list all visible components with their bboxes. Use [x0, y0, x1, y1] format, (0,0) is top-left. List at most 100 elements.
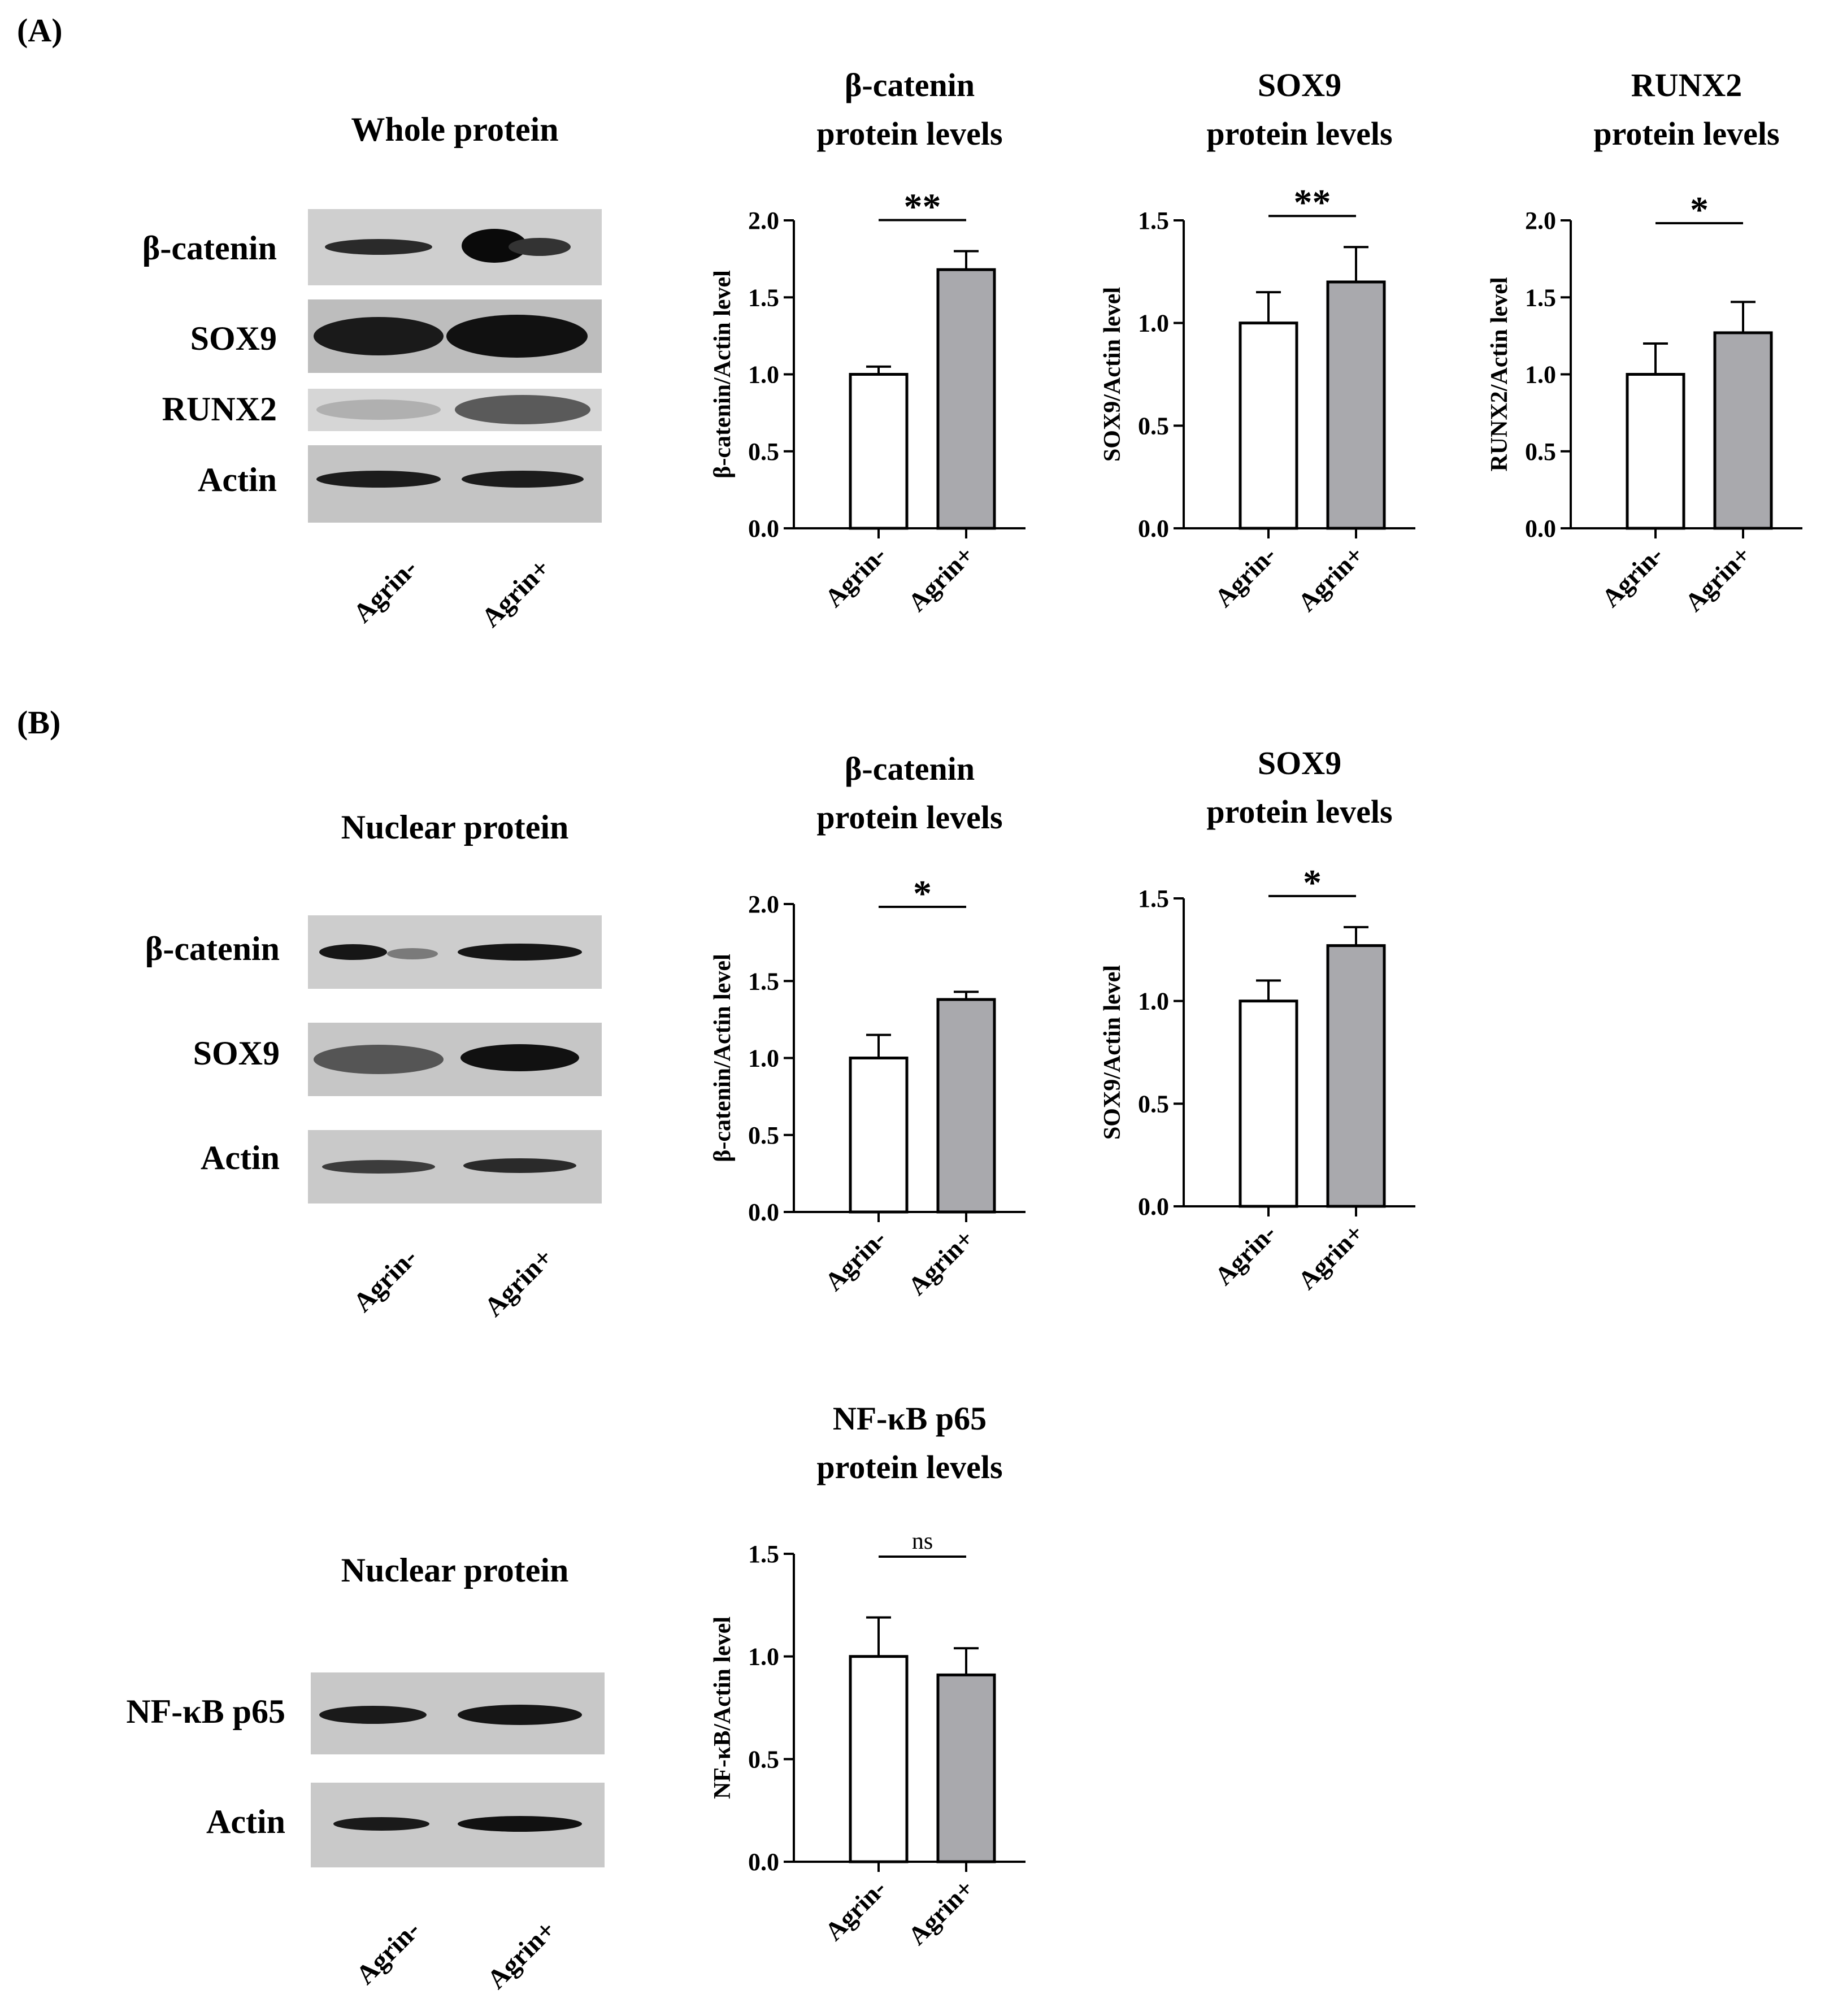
y-tick-label: 2.0: [748, 207, 779, 234]
bar-chart-whole-beta-catenin: β-catenin protein levels β-catenin/Actin l…: [710, 67, 1026, 617]
bar-agrin-plus: [1326, 280, 1386, 530]
chart-title-line-1: β-catenin: [845, 67, 975, 103]
y-tick-label: 0.0: [748, 1848, 779, 1876]
y-tick-label: 1.5: [748, 1540, 779, 1568]
band-label-beta-catenin: β-catenin: [145, 930, 280, 967]
lane-label-agrin-plus: Agrin+: [481, 1914, 562, 1995]
y-tick-label: 1.5: [1525, 284, 1556, 311]
x-tick-label: Agrin+: [1679, 540, 1756, 617]
x-tick-label: Agrin-: [1209, 540, 1281, 612]
y-tick-label: 0.5: [1138, 1090, 1169, 1118]
lane-label-agrin-minus: Agrin-: [347, 553, 423, 629]
significance-marker: **: [904, 186, 941, 228]
significance-marker: *: [1303, 862, 1322, 903]
bar-agrin-plus: [936, 1673, 996, 1863]
band-label-nf-kb-p65: NF-κB p65: [126, 1693, 285, 1730]
bar-chart-nuclear-beta-catenin: β-catenin protein levels β-catenin/Actin l…: [710, 750, 1026, 1301]
chart-title-line-1: SOX9: [1258, 745, 1341, 781]
y-tick-label: 0.5: [1525, 438, 1556, 466]
y-tick-label: 0.5: [748, 1745, 779, 1773]
x-tick-label: Agrin-: [1209, 1218, 1281, 1291]
bar-agrin-plus: [1713, 331, 1773, 530]
significance-marker: ns: [912, 1528, 933, 1554]
blot-title: Nuclear protein: [341, 809, 569, 846]
y-tick-label: 2.0: [748, 890, 779, 918]
x-tick-label: Agrin+: [1292, 1218, 1369, 1295]
chart-title-line-2: protein levels: [1593, 115, 1779, 152]
panel-label-a: (A): [17, 12, 63, 49]
y-axis-label: β-catenin/Actin level: [710, 270, 736, 479]
x-tick-label: Agrin-: [819, 540, 892, 612]
y-tick-label: 1.0: [748, 1643, 779, 1671]
y-tick-label: 0.0: [1138, 1193, 1169, 1220]
chart-title-line-2: protein levels: [1206, 793, 1392, 830]
bar-chart-nuclear-sox9: SOX9 protein levels SOX9/Actin level 0.0 0.5…: [1100, 745, 1415, 1295]
y-tick-label: 0.0: [1138, 515, 1169, 542]
significance-marker: *: [1690, 189, 1709, 231]
chart-title-line-2: protein levels: [816, 799, 1002, 836]
y-tick-label: 1.0: [1138, 310, 1169, 337]
significance-marker: **: [1294, 182, 1331, 223]
x-tick-label: Agrin-: [1596, 540, 1668, 612]
bar-agrin-plus: [936, 998, 996, 1214]
y-tick-label: 1.0: [748, 361, 779, 389]
lane-label-agrin-minus: Agrin-: [347, 1242, 423, 1318]
blot-image-nuclear-protein-1: [308, 915, 602, 1203]
bar-chart-whole-runx2: RUNX2 protein levels RUNX2/Actin level 0.0 0…: [1487, 67, 1802, 617]
y-axis-label: NF-κB/Actin level: [710, 1617, 736, 1799]
bar-agrin-minus: [849, 1057, 909, 1214]
bar-agrin-plus: [1326, 944, 1386, 1208]
band-label-beta-catenin: β-catenin: [142, 229, 277, 267]
y-tick-label: 1.0: [1525, 361, 1556, 389]
chart-title-line-2: protein levels: [816, 1449, 1002, 1485]
y-axis-label: β-catenin/Actin level: [710, 954, 736, 1162]
y-tick-label: 1.5: [1138, 885, 1169, 913]
y-tick-label: 0.5: [748, 1122, 779, 1149]
band-label-actin: Actin: [198, 461, 277, 498]
bar-agrin-minus: [1239, 321, 1298, 530]
chart-title-line-1: β-catenin: [845, 750, 975, 787]
x-tick-label: Agrin-: [819, 1874, 892, 1946]
x-tick-label: Agrin-: [819, 1224, 892, 1296]
panel-label-b: (B): [17, 704, 61, 741]
bar-agrin-minus: [849, 1655, 909, 1863]
chart-title-line-1: NF-κB p65: [833, 1400, 987, 1437]
significance-marker: *: [913, 873, 932, 914]
y-tick-label: 0.0: [748, 1198, 779, 1226]
chart-title-line-1: SOX9: [1258, 67, 1341, 103]
bar-agrin-minus: [1626, 373, 1685, 530]
blot-title: Whole protein: [351, 111, 559, 148]
y-tick-label: 1.0: [748, 1045, 779, 1072]
lane-label-agrin-minus: Agrin-: [350, 1914, 426, 1991]
blot-image-nuclear-protein-2: [311, 1672, 605, 1867]
bar-agrin-minus: [1239, 1000, 1298, 1208]
bar-agrin-plus: [936, 268, 996, 530]
chart-title-line-2: protein levels: [1206, 115, 1392, 152]
blot-title: Nuclear protein: [341, 1552, 569, 1589]
y-tick-label: 0.5: [748, 438, 779, 466]
y-axis-label: SOX9/Actin level: [1100, 965, 1126, 1140]
y-axis-label: RUNX2/Actin level: [1487, 277, 1513, 471]
y-tick-label: 0.0: [748, 515, 779, 542]
lane-label-agrin-plus: Agrin+: [479, 1242, 559, 1323]
chart-title-line-2: protein levels: [816, 115, 1002, 152]
y-tick-label: 1.5: [748, 967, 779, 995]
x-tick-label: Agrin+: [902, 1874, 979, 1950]
y-axis-label: SOX9/Actin level: [1100, 287, 1126, 462]
bar-chart-whole-sox9: SOX9 protein levels SOX9/Actin level 0.0 0.5…: [1100, 67, 1415, 617]
lane-label-agrin-plus: Agrin+: [476, 553, 556, 633]
band-label-runx2: RUNX2: [162, 390, 277, 428]
bar-chart-nuclear-nf-kb: NF-κB p65 protein levels NF-κB/Actin level…: [710, 1400, 1026, 1950]
y-tick-label: 0.5: [1138, 412, 1169, 440]
x-tick-label: Agrin+: [902, 1224, 979, 1301]
y-tick-label: 0.0: [1525, 515, 1556, 542]
x-tick-label: Agrin+: [902, 540, 979, 617]
bar-agrin-minus: [849, 373, 909, 530]
band-label-actin: Actin: [206, 1803, 285, 1840]
y-tick-label: 1.5: [1138, 207, 1169, 234]
band-label-actin: Actin: [201, 1139, 280, 1176]
band-label-sox9: SOX9: [190, 320, 277, 357]
y-tick-label: 1.0: [1138, 988, 1169, 1015]
band-label-sox9: SOX9: [193, 1035, 280, 1072]
chart-title-line-1: RUNX2: [1631, 67, 1743, 103]
